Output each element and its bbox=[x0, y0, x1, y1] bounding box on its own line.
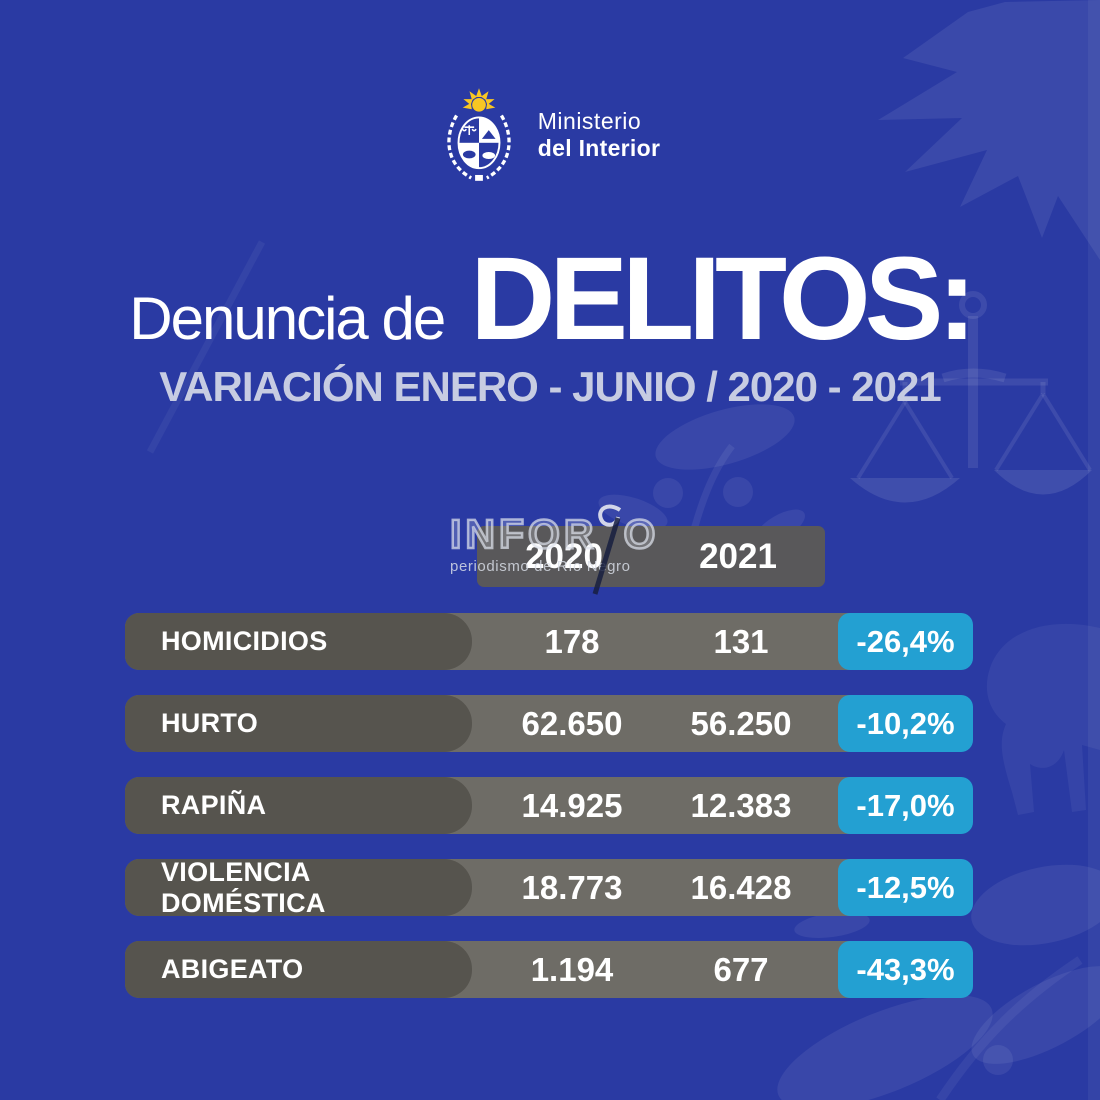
uruguay-coat-of-arms-icon bbox=[447, 88, 511, 181]
value-2020: 62.650 bbox=[521, 704, 623, 742]
row-label: HURTO bbox=[125, 695, 472, 752]
variation-badge: -10,2% bbox=[838, 695, 973, 752]
page-subtitle: VARIACIÓN ENERO - JUNIO / 2020 - 2021 bbox=[159, 363, 941, 410]
ministry-name-line2: del Interior bbox=[537, 135, 661, 161]
sun-icon bbox=[462, 88, 496, 112]
variation-badge: -12,5% bbox=[838, 859, 973, 916]
ministry-name-line1: Ministerio bbox=[537, 107, 642, 134]
value-2020: 1.194 bbox=[530, 950, 614, 988]
right-band-shape bbox=[1088, 0, 1100, 1100]
value-2021: 12.383 bbox=[690, 786, 792, 824]
value-2020: 14.925 bbox=[521, 786, 623, 824]
stem-line-shape bbox=[146, 240, 266, 454]
horse-shape bbox=[986, 623, 1100, 815]
value-2021: 677 bbox=[713, 950, 769, 988]
variation-badge: -17,0% bbox=[838, 777, 973, 834]
row-label: ABIGEATO bbox=[125, 941, 472, 998]
sun-rays-shape bbox=[878, 0, 1100, 260]
value-2021: 131 bbox=[713, 622, 769, 660]
column-header-2020: 2020 bbox=[525, 536, 603, 576]
variation-badge: -26,4% bbox=[838, 613, 973, 670]
row-label: RAPIÑA bbox=[125, 777, 472, 834]
page-title-prefix: Denuncia de bbox=[129, 285, 446, 352]
row-label: VIOLENCIA DOMÉSTICA bbox=[125, 857, 472, 918]
page-title-main: DELITOS: bbox=[470, 233, 977, 365]
variation-badge: -43,3% bbox=[838, 941, 973, 998]
table-row: HOMICIDIOS 178 131 -26,4% bbox=[125, 613, 973, 670]
table-row: HURTO 62.650 56.250 -10,2% bbox=[125, 695, 973, 752]
column-header-bar: 2020 2021 bbox=[477, 526, 825, 587]
value-2021: 16.428 bbox=[690, 868, 792, 906]
ministry-logo: Ministerio del Interior bbox=[0, 86, 1100, 184]
page-title: Denuncia de DELITOS: bbox=[0, 240, 1100, 358]
table-row: RAPIÑA 14.925 12.383 -17,0% bbox=[125, 777, 973, 834]
value-2020: 178 bbox=[544, 622, 600, 660]
table-row: VIOLENCIA DOMÉSTICA 18.773 16.428 -12,5% bbox=[125, 857, 973, 918]
ministry-name: Ministerio del Interior bbox=[538, 108, 660, 162]
table-row: ABIGEATO 1.194 677 -43,3% bbox=[125, 941, 973, 998]
value-2021: 56.250 bbox=[690, 704, 792, 742]
column-header-2021: 2021 bbox=[699, 536, 777, 576]
wreath-icon bbox=[447, 114, 511, 180]
value-2020: 18.773 bbox=[521, 868, 623, 906]
laurel-leaves-shape bbox=[777, 864, 1100, 1100]
scales-of-justice-shape bbox=[850, 291, 1092, 503]
row-label: HOMICIDIOS bbox=[125, 613, 472, 670]
